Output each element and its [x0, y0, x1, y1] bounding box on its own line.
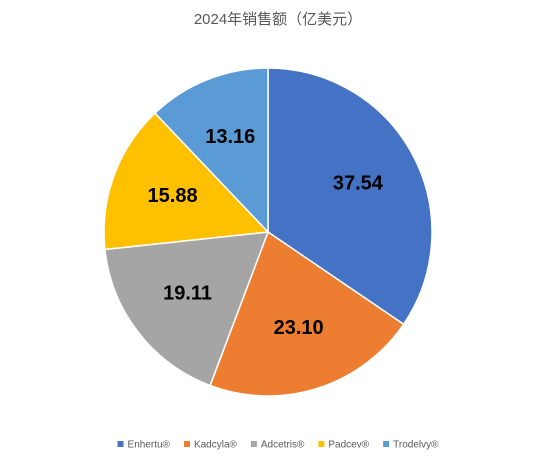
legend-label: Enhertu® [128, 440, 171, 451]
pie-slice [153, 67, 269, 234]
data-label: 19.11 [163, 282, 212, 304]
data-label: 13.16 [205, 126, 255, 148]
pie-slice [103, 112, 270, 251]
legend-label: Adcetris® [261, 440, 305, 451]
legend-label: Kadcyla® [194, 440, 238, 451]
data-label: 15.88 [148, 185, 198, 207]
pie-slice [104, 231, 270, 387]
data-label: 23.10 [274, 317, 324, 339]
chart-title: 2024年销售额（亿美元） [194, 11, 362, 28]
data-label: 37.54 [333, 173, 384, 195]
legend-swatch [183, 441, 190, 447]
pie-slice [267, 67, 433, 326]
legend-swatch [383, 441, 390, 447]
legend-label: Trodelvy® [393, 440, 439, 451]
legend-swatch [250, 441, 257, 447]
legend-swatch [117, 441, 124, 447]
pie-slice [209, 230, 405, 397]
legend-swatch [318, 441, 325, 447]
legend-label: Padcev® [328, 440, 369, 451]
